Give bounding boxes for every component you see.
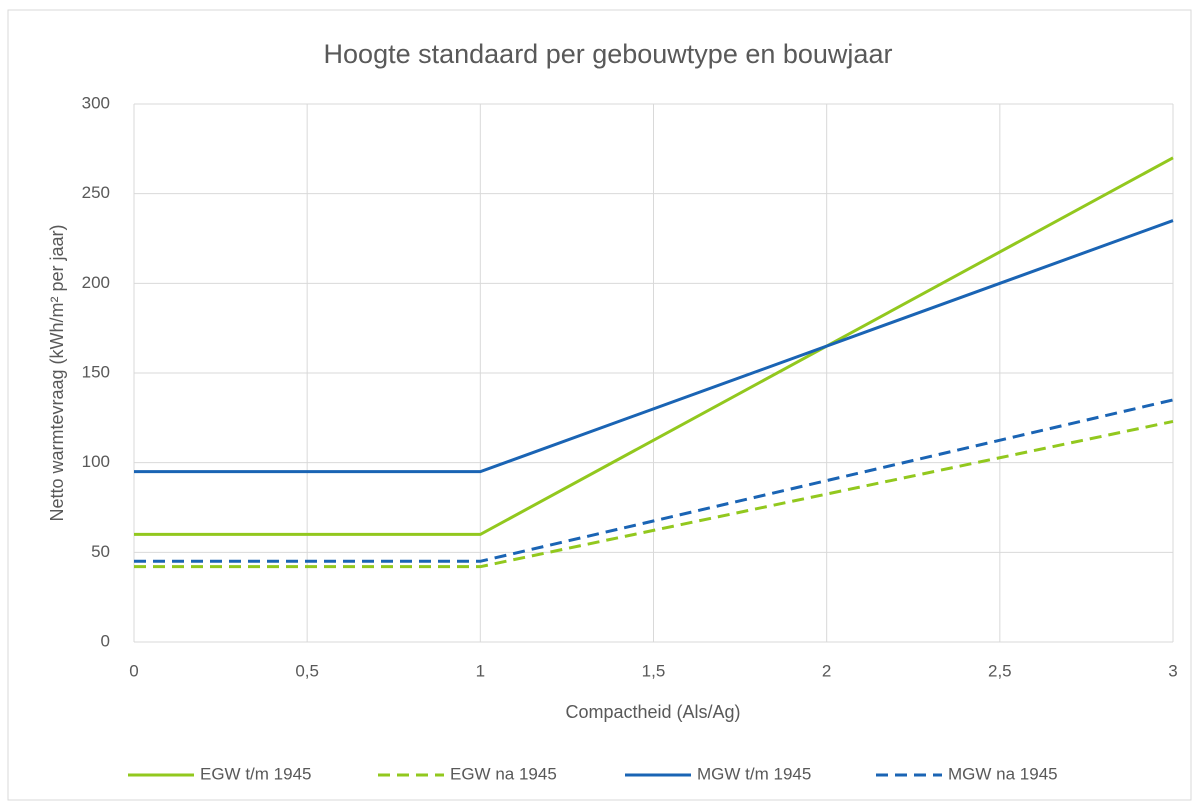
x-tick-label: 3 bbox=[1168, 661, 1177, 680]
legend-label: MGW t/m 1945 bbox=[697, 764, 811, 783]
x-tick-label: 2,5 bbox=[988, 661, 1012, 680]
legend-label: MGW na 1945 bbox=[948, 764, 1058, 783]
x-tick-label: 0 bbox=[129, 661, 138, 680]
x-tick-label: 0,5 bbox=[295, 661, 319, 680]
legend-label: EGW na 1945 bbox=[450, 764, 557, 783]
y-tick-label: 50 bbox=[91, 542, 110, 561]
legend-label: EGW t/m 1945 bbox=[200, 764, 311, 783]
series-line bbox=[134, 156, 1174, 536]
chart-title: Hoogte standaard per gebouwtype en bouwj… bbox=[324, 39, 893, 69]
series-line bbox=[134, 398, 1174, 563]
y-axis-label: Netto warmtevraag (kWh/m² per jaar) bbox=[47, 224, 67, 521]
x-axis-label: Compactheid (Als/Ag) bbox=[565, 702, 740, 722]
y-tick-label: 0 bbox=[101, 631, 110, 650]
y-tick-label: 200 bbox=[82, 273, 110, 292]
y-tick-label: 100 bbox=[82, 452, 110, 471]
x-tick-label: 1,5 bbox=[642, 661, 666, 680]
series-line bbox=[134, 419, 1174, 569]
y-tick-label: 250 bbox=[82, 183, 110, 202]
x-tick-label: 2 bbox=[822, 661, 831, 680]
y-tick-label: 300 bbox=[82, 93, 110, 112]
y-tick-label: 150 bbox=[82, 362, 110, 381]
chart-border bbox=[7, 9, 1192, 801]
series-line bbox=[134, 219, 1174, 474]
x-tick-label: 1 bbox=[476, 661, 485, 680]
